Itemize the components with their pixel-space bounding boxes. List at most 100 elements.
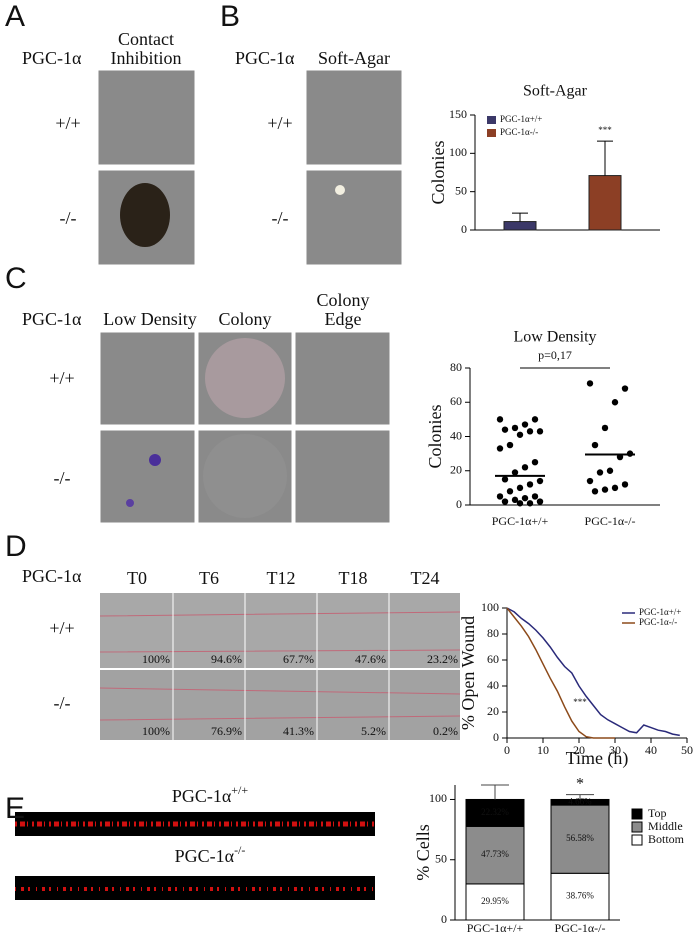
- gene: PGC-1α: [172, 786, 232, 806]
- image-feature: [335, 185, 345, 195]
- y-tick-label: 40: [450, 428, 462, 442]
- gene-label: PGC-1α: [22, 566, 82, 586]
- x-tick-label: 50: [681, 743, 693, 757]
- gene: PGC-1α: [175, 846, 235, 866]
- image: [99, 331, 196, 426]
- column-header: Low Density: [103, 309, 197, 329]
- wound-percent: 5.2%: [361, 724, 386, 738]
- bar-segment: [465, 825, 525, 885]
- wound-percent: 67.7%: [283, 652, 314, 666]
- timepoint: T6: [199, 568, 219, 588]
- row-label: +/+: [267, 113, 292, 133]
- legend-swatch: [631, 808, 643, 820]
- point: [531, 458, 539, 466]
- x-tick-label: PGC-1α-/-: [555, 921, 606, 935]
- image-feature: [203, 434, 287, 518]
- point: [531, 493, 539, 500]
- legend-label: Bottom: [648, 832, 685, 846]
- point: [501, 426, 509, 433]
- genotype-label: PGC-1α-/-: [175, 843, 246, 866]
- wound-edge: [99, 611, 461, 721]
- image: [305, 169, 403, 266]
- genotype: -/-: [234, 843, 245, 857]
- legend-swatch: [487, 129, 496, 137]
- point: [526, 481, 534, 488]
- wound-percent: 100%: [142, 724, 170, 738]
- value-label: 4.66%: [568, 796, 592, 806]
- gene-label: PGC-1α: [22, 48, 82, 68]
- error-bar: [566, 794, 594, 800]
- point: [496, 416, 504, 423]
- wound-percent: 0.2%: [433, 724, 458, 738]
- x-tick-label: PGC-1α-/-: [585, 514, 636, 528]
- column-header: Contact: [118, 29, 174, 49]
- row-label: +/+: [55, 113, 80, 133]
- y-tick-label: 150: [449, 107, 467, 121]
- significance: ***: [573, 697, 587, 707]
- timepoint: T0: [127, 568, 147, 588]
- row-label: +/+: [49, 368, 74, 388]
- point: [506, 488, 514, 495]
- legend-label: PGC-1α-/-: [639, 617, 677, 627]
- wound-percent: 23.2%: [427, 652, 458, 666]
- y-tick-label: 0: [441, 912, 447, 926]
- y-tick-label: 20: [487, 704, 499, 718]
- point: [591, 441, 599, 449]
- point: [496, 445, 504, 452]
- legend-label: PGC-1α+/+: [500, 114, 542, 124]
- x-tick-label: 40: [645, 743, 657, 757]
- point: [526, 428, 534, 435]
- column-header: Soft-Agar: [318, 48, 390, 68]
- point: [516, 500, 524, 507]
- image: [100, 593, 460, 668]
- series-line: [506, 607, 680, 737]
- point: [586, 477, 594, 485]
- image-divider: [172, 593, 390, 740]
- point: [611, 399, 619, 406]
- y-tick-label: 100: [481, 600, 499, 614]
- point: [536, 477, 544, 485]
- micrographs: [15, 69, 461, 900]
- timepoint: T12: [267, 568, 296, 588]
- legend-label: Top: [648, 806, 667, 820]
- point: [511, 469, 519, 476]
- bar-segment: [465, 798, 525, 827]
- image: [100, 670, 460, 740]
- chart-title: Low Density: [513, 329, 596, 346]
- point: [606, 467, 614, 474]
- point: [521, 464, 529, 471]
- genotype: +/+: [231, 783, 248, 797]
- y-tick-label: 100: [429, 791, 447, 805]
- row-label: +/+: [49, 618, 74, 638]
- panel-letter: D: [5, 530, 27, 563]
- image: [15, 876, 375, 900]
- chart-title: Soft-Agar: [523, 83, 588, 100]
- column-header: Inhibition: [111, 48, 182, 68]
- error-bar: [512, 212, 528, 222]
- point: [516, 431, 524, 438]
- wound-percent: 100%: [142, 652, 170, 666]
- point: [521, 421, 529, 428]
- point: [621, 385, 629, 392]
- value-label: 47.73%: [481, 849, 509, 859]
- significance: ***: [598, 125, 612, 135]
- point: [511, 496, 519, 504]
- point: [586, 380, 594, 387]
- point: [511, 424, 519, 432]
- image-feature: [126, 499, 134, 507]
- image: [294, 331, 391, 426]
- image-feature: [205, 338, 285, 418]
- x-tick-label: 10: [537, 743, 549, 757]
- timepoint: T18: [339, 568, 368, 588]
- genotype-label: PGC-1α+/+: [172, 783, 249, 806]
- point: [506, 441, 514, 449]
- y-tick-label: 50: [435, 851, 447, 865]
- point: [611, 484, 619, 492]
- image: [97, 69, 196, 166]
- significance: *: [576, 775, 584, 792]
- point: [596, 469, 604, 476]
- y-tick-label: 20: [450, 463, 462, 477]
- wound-percent: 76.9%: [211, 724, 242, 738]
- point: [601, 486, 609, 493]
